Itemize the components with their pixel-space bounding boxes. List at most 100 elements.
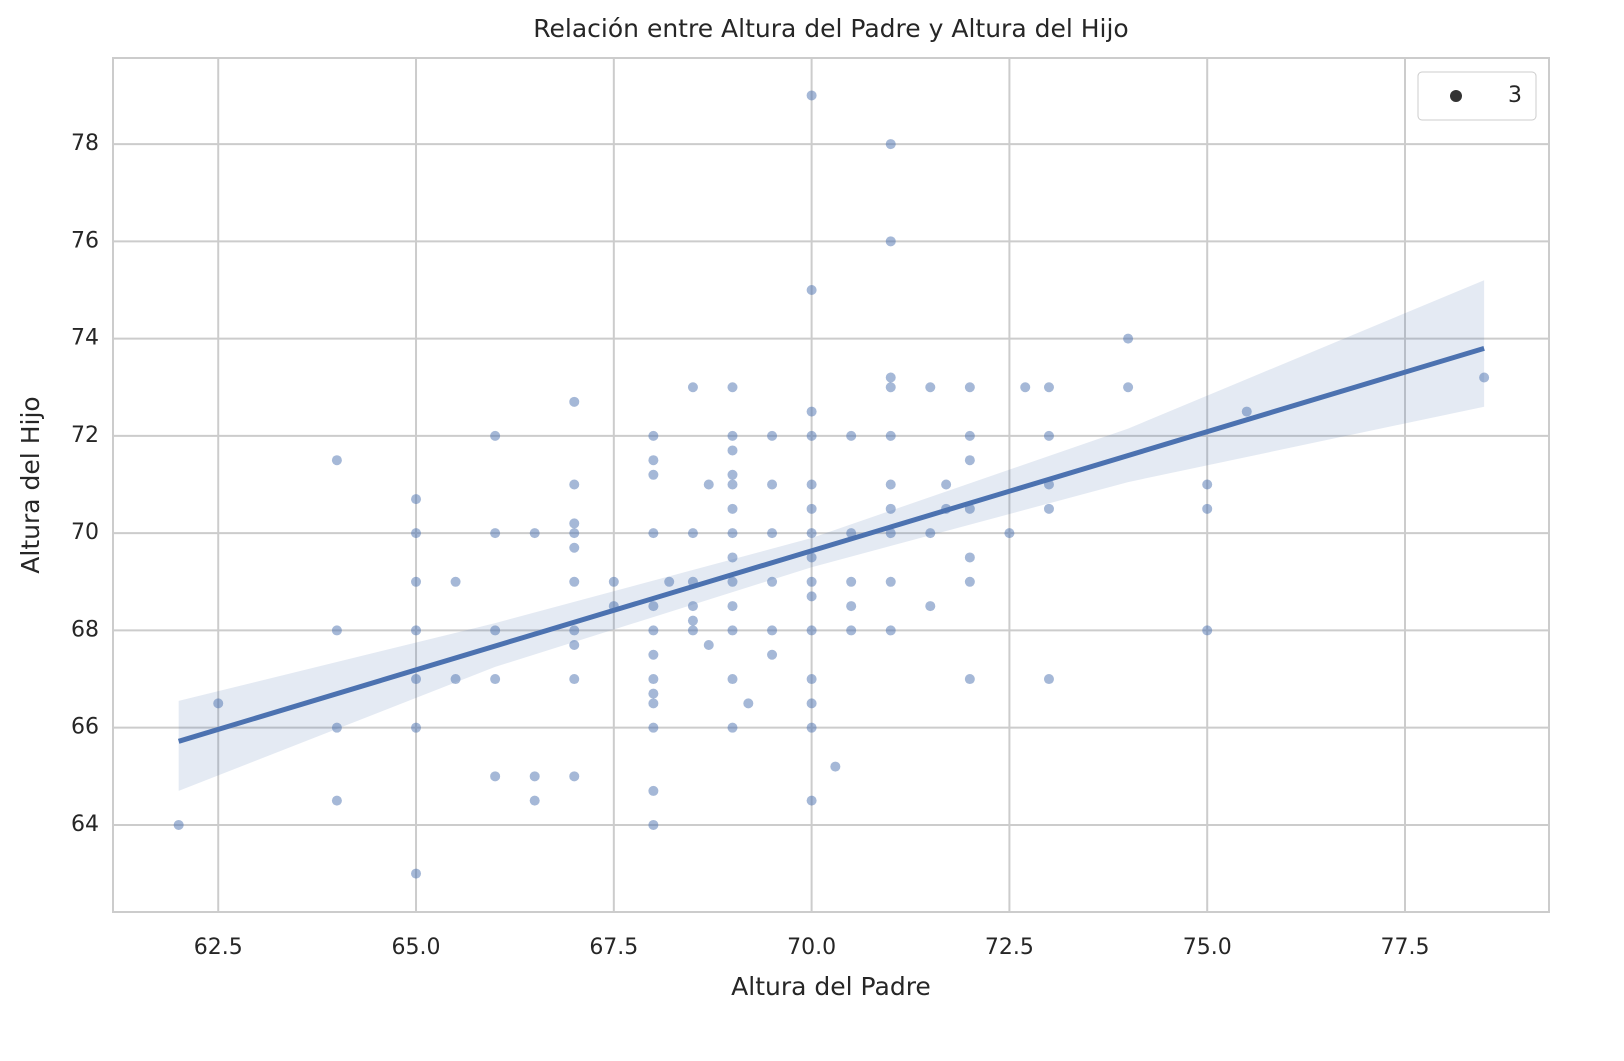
plot-area [173, 90, 1490, 879]
point [727, 479, 738, 490]
x-tick-label: 67.5 [589, 935, 638, 960]
point [569, 396, 580, 407]
y-tick-label: 66 [71, 715, 99, 740]
point [1020, 382, 1031, 393]
point [885, 528, 896, 539]
x-axis-label: Altura del Padre [731, 972, 931, 1001]
point [727, 552, 738, 563]
point [450, 576, 461, 587]
point [885, 139, 896, 150]
point [490, 771, 501, 782]
point [664, 576, 675, 587]
point [964, 552, 975, 563]
x-tick-label: 72.5 [985, 935, 1034, 960]
point [1202, 479, 1213, 490]
y-tick-label: 78 [71, 131, 99, 156]
point [743, 698, 754, 709]
point [648, 625, 659, 636]
grid [113, 58, 1549, 912]
point [1241, 406, 1252, 417]
point [727, 601, 738, 612]
point [331, 625, 342, 636]
point [331, 795, 342, 806]
legend: 3 [1417, 71, 1537, 121]
x-tick-label: 62.5 [194, 935, 243, 960]
point [806, 406, 817, 417]
point [806, 430, 817, 441]
point [411, 494, 422, 505]
y-tick-label: 74 [71, 326, 99, 351]
point [846, 601, 857, 612]
point [767, 528, 778, 539]
point [687, 528, 698, 539]
point [806, 625, 817, 636]
point [411, 868, 422, 879]
point [1043, 503, 1054, 514]
point [1043, 430, 1054, 441]
point [411, 674, 422, 685]
point [885, 372, 896, 383]
point [885, 479, 896, 490]
point [846, 576, 857, 587]
point [569, 625, 580, 636]
point [411, 576, 422, 587]
x-tick-label: 77.5 [1381, 935, 1430, 960]
point [1202, 503, 1213, 514]
point [173, 819, 184, 830]
point [687, 382, 698, 393]
point [767, 479, 778, 490]
point [569, 518, 580, 529]
point [727, 430, 738, 441]
x-tick-label: 65.0 [392, 935, 441, 960]
point [885, 503, 896, 514]
point [411, 625, 422, 636]
point [490, 528, 501, 539]
point [687, 615, 698, 626]
point [450, 674, 461, 685]
point [331, 455, 342, 466]
point [925, 601, 936, 612]
point [806, 795, 817, 806]
y-tick-label: 72 [71, 423, 99, 448]
y-axis-label: Altura del Hijo [16, 396, 45, 573]
point [569, 640, 580, 651]
point [925, 528, 936, 539]
point [529, 528, 540, 539]
point [411, 528, 422, 539]
point [727, 503, 738, 514]
point [964, 382, 975, 393]
point [529, 795, 540, 806]
point [964, 576, 975, 587]
point [648, 649, 659, 660]
confidence-band [178, 280, 1485, 791]
point [846, 430, 857, 441]
point [806, 698, 817, 709]
point [213, 698, 224, 709]
point [806, 284, 817, 295]
point [687, 625, 698, 636]
point [648, 785, 659, 796]
point [806, 479, 817, 490]
point [529, 771, 540, 782]
point [1123, 333, 1134, 344]
point [331, 722, 342, 733]
point [1004, 528, 1015, 539]
point [885, 382, 896, 393]
point [727, 722, 738, 733]
point [569, 674, 580, 685]
point [727, 445, 738, 456]
point [648, 674, 659, 685]
point [1202, 625, 1213, 636]
point [727, 382, 738, 393]
point [1043, 674, 1054, 685]
point [490, 674, 501, 685]
point [885, 625, 896, 636]
legend-label: 3 [1508, 83, 1522, 108]
point [727, 625, 738, 636]
point [648, 528, 659, 539]
point [648, 722, 659, 733]
legend-box [1417, 71, 1537, 121]
legend-marker [1450, 90, 1462, 102]
point [806, 674, 817, 685]
y-tick-label: 76 [71, 228, 99, 253]
